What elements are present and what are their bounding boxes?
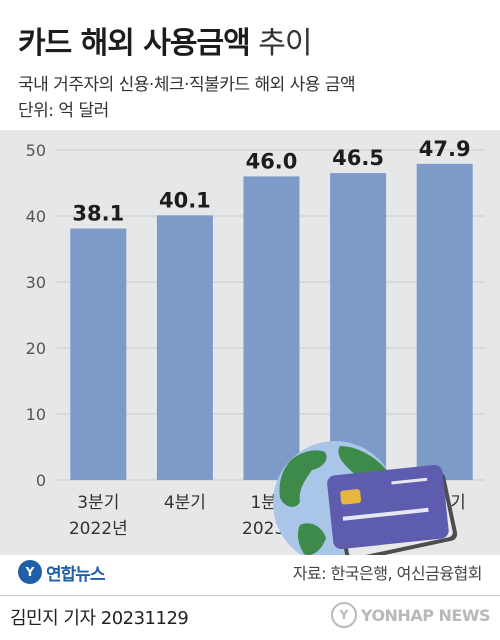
chart-title: 카드 해외 사용금액 추이 — [18, 18, 312, 62]
x-tick-year-label: 2022년 — [69, 519, 128, 539]
watermark-icon: Y — [330, 602, 357, 628]
footer-divider — [0, 595, 500, 596]
bar-value-label: 38.1 — [72, 202, 124, 226]
title-suffix: 추이 — [258, 26, 312, 61]
y-axis: 0 10 20 30 40 50 — [26, 141, 46, 490]
yonhap-logo-icon: Y — [18, 560, 42, 584]
watermark-text: YONHAP NEWS — [360, 605, 491, 625]
yonhap-logo-text: 연합뉴스 — [46, 564, 106, 585]
bars — [70, 163, 473, 481]
bar-value-label: 47.9 — [419, 137, 471, 161]
unit-label: 단위: 억 달러 — [18, 101, 109, 121]
yonhap-watermark: Y YONHAP NEWS — [330, 600, 491, 630]
y-tick-label: 50 — [26, 141, 46, 160]
bar-value-label: 40.1 — [159, 188, 211, 212]
credit-card-icon — [327, 464, 458, 555]
yonhap-logo: Y 연합뉴스 — [18, 558, 106, 586]
bar — [330, 173, 387, 480]
bar — [70, 228, 127, 480]
bar-value-label: 46.0 — [246, 149, 298, 173]
y-tick-label: 40 — [26, 207, 46, 226]
chart-subtitle: 국내 거주자의 신용·체크·직불카드 해외 사용 금액 — [18, 75, 356, 95]
y-tick-label: 30 — [26, 273, 46, 292]
bar — [156, 215, 213, 480]
title-main: 카드 해외 사용금액 — [18, 26, 251, 61]
source-note: 자료: 한국은행, 여신금융협회 — [292, 564, 483, 583]
bar — [416, 163, 473, 481]
bar-chart: 0 10 20 30 40 50 38.1 40.1 46.0 46.5 47.9 3분기 2022… — [26, 137, 485, 555]
x-tick-label: 3분기 — [77, 493, 119, 513]
value-labels: 38.1 40.1 46.0 46.5 47.9 — [72, 137, 470, 226]
author-credit: 김민지 기자 20231129 — [10, 608, 189, 629]
y-tick-label: 0 — [36, 471, 46, 490]
bar-value-label: 46.5 — [332, 146, 384, 170]
y-tick-label: 20 — [26, 339, 46, 358]
x-tick-label: 4분기 — [164, 493, 206, 513]
y-tick-label: 10 — [26, 405, 46, 424]
bar — [243, 176, 300, 480]
